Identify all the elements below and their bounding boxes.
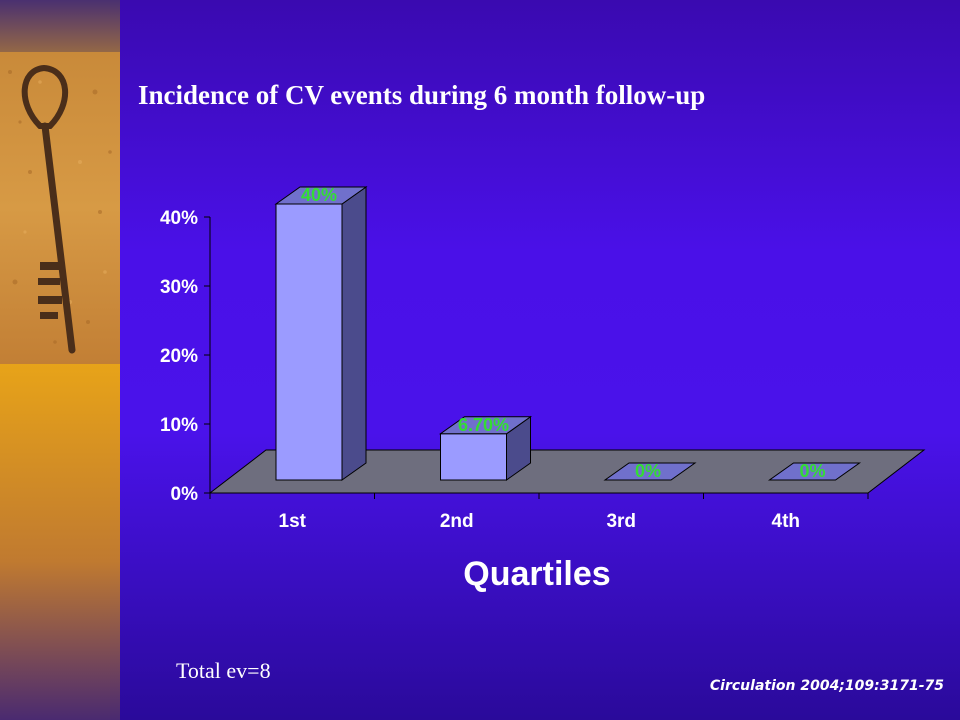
bar-side bbox=[341, 186, 367, 481]
citation: Circulation 2004;109:3171-75 bbox=[709, 678, 944, 694]
bar-top bbox=[767, 462, 862, 481]
y-tick-label: 40% bbox=[160, 208, 198, 229]
bar-front bbox=[440, 433, 507, 481]
x-category-label: 1st bbox=[279, 511, 307, 532]
slide-title: Incidence of CV events during 6 month fo… bbox=[138, 80, 706, 110]
bar-top bbox=[603, 462, 697, 481]
bar-data-label: 6.70% bbox=[458, 415, 509, 435]
bar-front bbox=[275, 203, 343, 481]
bar-top bbox=[438, 416, 533, 435]
x-category-label: 3rd bbox=[606, 511, 636, 532]
bar-data-label: 0% bbox=[635, 461, 661, 481]
total-events-note: Total ev=8 bbox=[176, 658, 271, 683]
bar-data-label: 0% bbox=[799, 461, 825, 481]
x-category-label: 2nd bbox=[440, 511, 474, 532]
y-tick-label: 10% bbox=[160, 415, 198, 436]
bar-top bbox=[274, 186, 368, 205]
y-tick-label: 30% bbox=[160, 277, 198, 298]
y-tick-label: 0% bbox=[171, 484, 199, 505]
key-photo bbox=[0, 52, 120, 364]
bar-data-label: 40% bbox=[301, 185, 337, 205]
x-category-label: 4th bbox=[772, 511, 801, 532]
x-axis-title: Quartiles bbox=[463, 555, 610, 593]
y-tick-label: 20% bbox=[160, 346, 198, 367]
